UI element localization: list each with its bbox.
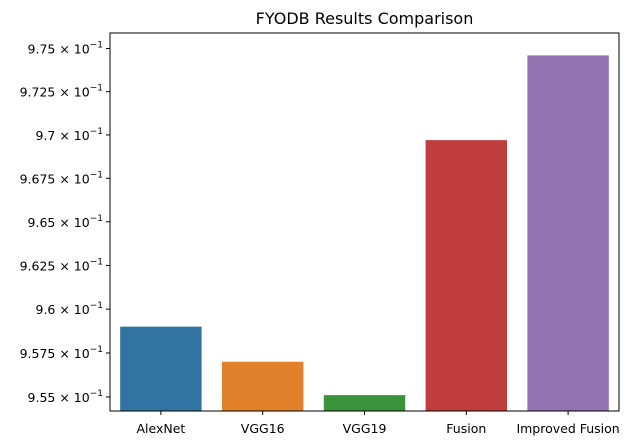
bar-vgg19 <box>323 395 406 411</box>
bars <box>120 55 609 412</box>
y-tick-label: 9.725 × 10−1 <box>20 84 103 100</box>
x-tick-label: VGG16 <box>241 421 285 436</box>
chart-title: FYODB Results Comparison <box>256 9 474 28</box>
y-tick-label: 9.6 × 10−1 <box>36 301 104 317</box>
bar-vgg16 <box>221 361 304 411</box>
x-tick-label: AlexNet <box>136 421 185 436</box>
bar-improved-fusion <box>527 55 609 411</box>
bar-alexnet <box>120 326 202 411</box>
plot-frame <box>109 32 620 412</box>
y-axis: 9.55 × 10−1 9.575 × 10−1 9.6 × 10−1 9.625 ×… <box>20 41 110 405</box>
x-tick-label: VGG19 <box>343 421 387 436</box>
y-tick-label: 9.55 × 10−1 <box>28 389 103 405</box>
x-tick-label: Fusion <box>446 421 486 436</box>
x-tick-label: Improved Fusion <box>516 421 619 436</box>
y-tick-label: 9.65 × 10−1 <box>28 214 103 230</box>
y-tick-label: 9.675 × 10−1 <box>20 170 103 186</box>
y-tick-label: 9.75 × 10−1 <box>28 41 103 57</box>
y-tick-label: 9.575 × 10−1 <box>20 345 103 361</box>
y-tick-label: 9.7 × 10−1 <box>36 127 104 143</box>
x-axis: AlexNet VGG16 VGG19 Fusion Improved Fusion <box>136 411 620 436</box>
y-tick-label: 9.625 × 10−1 <box>20 257 103 273</box>
bar-fusion <box>425 140 508 412</box>
